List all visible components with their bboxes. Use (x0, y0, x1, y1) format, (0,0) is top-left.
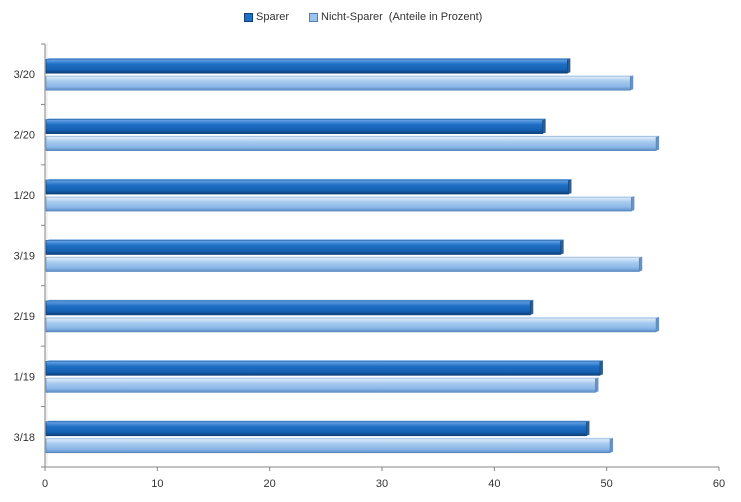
legend-item-sparer: Sparer (244, 11, 289, 23)
bar-nicht-sparer (45, 316, 660, 333)
y-tick-label: 3/18 (14, 432, 35, 444)
bar-nicht-sparer (45, 256, 643, 272)
bar-nicht-sparer (45, 135, 660, 151)
legend-swatch-sparer (244, 12, 253, 22)
bar-sparer (45, 179, 572, 195)
legend-note: (Anteile in Prozent) (388, 11, 483, 23)
bar-nicht-sparer (45, 75, 634, 91)
x-tick-label: 20 (264, 478, 276, 490)
bar-sparer (45, 58, 571, 74)
x-tick-label: 30 (376, 478, 388, 490)
bar-nicht-sparer (45, 377, 599, 393)
x-tick-label: 40 (488, 478, 500, 490)
bar-sparer (45, 299, 534, 316)
legend-item-nicht-sparer: Nicht-Sparer (Anteile in Prozent) (309, 11, 482, 23)
y-tick-label: 2/19 (14, 311, 35, 323)
legend-label-sparer: Sparer (256, 11, 290, 23)
x-tick-label: 0 (42, 478, 48, 490)
bar-sparer (45, 118, 546, 134)
x-tick-label: 60 (713, 478, 725, 490)
y-tick-label: 2/20 (14, 130, 35, 142)
y-tick-label: 3/19 (14, 251, 35, 263)
bar-nicht-sparer (45, 437, 614, 454)
x-tick-label: 50 (601, 478, 613, 490)
y-tick-label: 1/20 (14, 190, 35, 202)
y-tick-label: 1/19 (14, 371, 35, 383)
legend-label-nicht-sparer: Nicht-Sparer (321, 11, 383, 23)
bar-nicht-sparer (45, 196, 635, 212)
x-tick-label: 10 (151, 478, 163, 490)
legend: Sparer Nicht-Sparer (Anteile in Prozent) (244, 11, 482, 23)
bar-sparer (45, 420, 590, 437)
bar-sparer (45, 360, 603, 376)
bar-sparer (45, 239, 564, 255)
y-tick-label: 3/20 (14, 69, 35, 81)
legend-swatch-nicht-sparer (309, 12, 319, 22)
